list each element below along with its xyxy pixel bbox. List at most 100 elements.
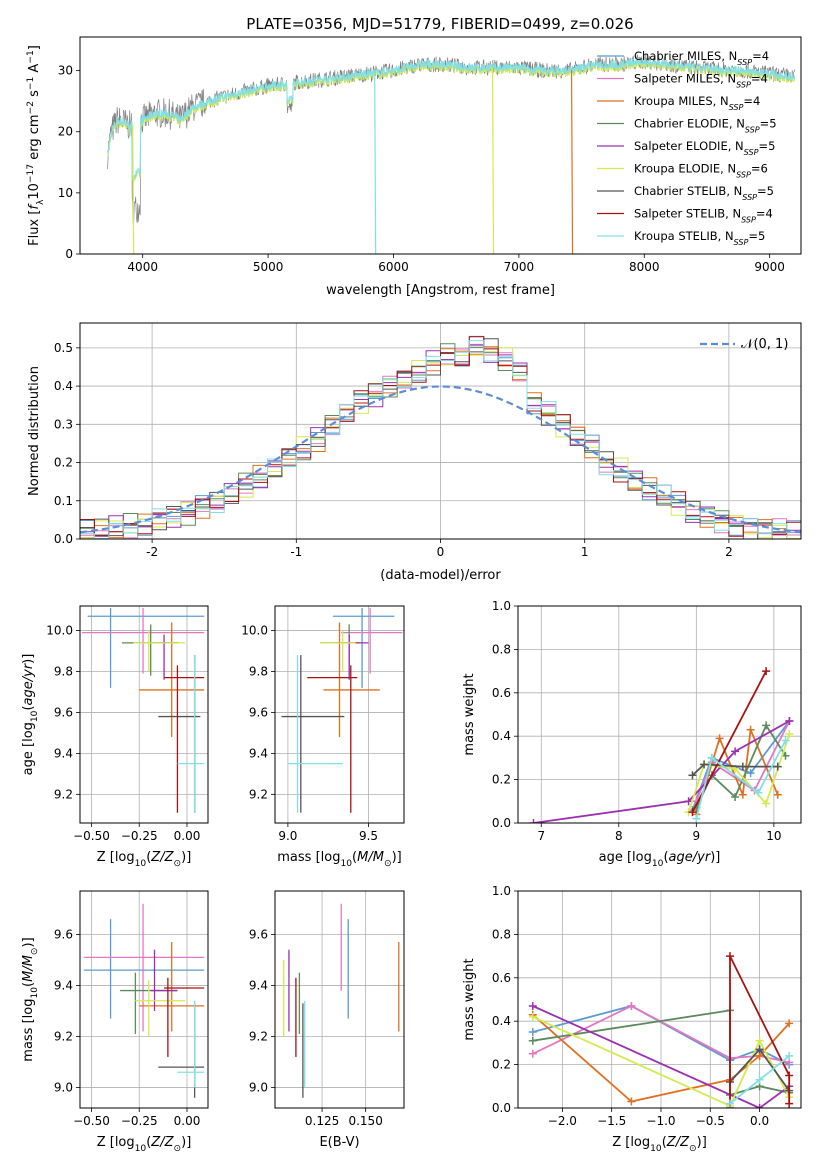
label-part: ⊙: [174, 1144, 182, 1154]
label-part: Salpeter STELIB,: [634, 207, 732, 221]
x-axis-label: mass [log10(M/M⊙)]: [277, 850, 401, 869]
weight-point-marker: [746, 725, 755, 734]
label-part: SSP: [737, 58, 752, 67]
label-part: =5: [757, 184, 774, 198]
y-tick-label: 0.8: [492, 642, 511, 656]
y-tick-label: 0.2: [54, 456, 73, 470]
label-part: Z [log: [612, 1135, 650, 1150]
label-part: Salpeter MILES,: [634, 72, 727, 86]
y-tick-label: 10.0: [241, 624, 268, 638]
weight-point-marker: [785, 1019, 794, 1028]
plot-area: [518, 606, 801, 823]
weight-point-marker: [529, 819, 538, 823]
axes-frame: [79, 890, 209, 1109]
label-part: age [log: [599, 850, 652, 865]
weight-point-marker: [528, 1002, 537, 1011]
label-part: 10: [340, 859, 352, 869]
weight-point-marker: [755, 1104, 764, 1108]
label-part: SSP: [729, 103, 744, 112]
label-part: ⊙: [689, 1144, 697, 1154]
weight-point-marker: [707, 753, 716, 762]
weight-point-marker: [627, 1002, 636, 1011]
label-part: N: [720, 94, 729, 108]
x-tick-label: 5000: [253, 260, 284, 274]
weight-point-marker: [773, 790, 782, 799]
label-part: )]: [697, 1135, 707, 1150]
weight-point-marker: [762, 799, 771, 808]
x-tick-label: 0.00: [174, 829, 201, 843]
weight-point-marker: [781, 736, 790, 745]
label-part: Chabrier ELODIE,: [634, 117, 736, 131]
label-part: =6: [751, 162, 768, 176]
legend-label: Kroupa STELIB, NSSP=5: [634, 229, 765, 247]
y-tick-label: 9.4: [54, 746, 73, 760]
y-tick-label: 10.0: [46, 624, 73, 638]
label-part: ⊙: [174, 859, 182, 869]
y-tick-label: 0.8: [492, 927, 511, 941]
y-tick-label: 9.2: [54, 1030, 73, 1044]
label-part: Kroupa MILES,: [634, 94, 720, 108]
weight-point-marker: [762, 721, 771, 730]
label-part: s: [27, 90, 42, 101]
y-axis-label: mass weight: [462, 958, 477, 1040]
label-part: SSP: [742, 193, 757, 202]
weight-point-marker: [785, 1071, 794, 1080]
x-tick-label: 8: [615, 829, 623, 843]
x-tick-label: 7: [537, 829, 545, 843]
x-axis-label: age [log10(age/yr)]: [599, 850, 721, 869]
weight-point-marker: [785, 1051, 794, 1060]
x-tick-label: 9.0: [278, 829, 297, 843]
weight-point-marker: [785, 1099, 794, 1108]
weight-point-marker: [773, 762, 782, 771]
label-part: (: [663, 850, 668, 865]
label-part: SSP: [736, 170, 751, 179]
label-part: mass [log: [277, 850, 340, 865]
label-part: ]: [27, 45, 42, 50]
label-part: Z/Z: [150, 1135, 174, 1150]
weight-point-marker: [731, 747, 740, 756]
x-tick-label: −0.25: [121, 829, 158, 843]
y-tick-label: 0: [65, 247, 73, 261]
label-part: N: [727, 162, 736, 176]
x-tick-label: −1.5: [597, 1114, 626, 1128]
label-part: SSP: [744, 148, 759, 157]
y-tick-label: 10: [58, 186, 73, 200]
label-part: 10: [135, 1144, 147, 1154]
label-part: =4: [756, 207, 773, 221]
label-part: erg cm: [27, 114, 42, 163]
weight-point-marker: [731, 792, 740, 801]
legend-label: Chabrier ELODIE, NSSP=5: [634, 117, 777, 135]
label-part: Chabrier STELIB,: [634, 184, 734, 198]
weight-point-marker: [738, 790, 747, 799]
weight-point-marker: [692, 814, 701, 823]
y-tick-label: 0.2: [492, 1058, 511, 1072]
label-part: −1: [26, 77, 36, 90]
y-tick-label: 0.4: [492, 1014, 511, 1028]
weight-point-marker: [755, 1036, 764, 1045]
y-tick-label: 9.2: [54, 787, 73, 801]
weight-series-line: [729, 955, 791, 1108]
x-tick-label: 9: [693, 829, 701, 843]
label-part: ⊙: [30, 947, 40, 955]
y-tick-label: 0.6: [492, 971, 511, 985]
weight-point-marker: [715, 734, 724, 743]
axes-frame: [79, 605, 209, 824]
label-part: Chabrier MILES,: [634, 49, 729, 63]
y-axis-label: age [log10(age/yr)]: [21, 654, 40, 776]
label-part: N: [725, 229, 734, 243]
label-part: 10: [650, 1144, 662, 1154]
x-tick-label: 8000: [629, 260, 660, 274]
y-tick-label: 9.8: [54, 665, 73, 679]
weight-point-marker: [754, 788, 763, 797]
y-tick-label: 0.5: [54, 341, 73, 355]
label-part: SSP: [734, 238, 749, 247]
x-axis-label: Z [log10(Z/Z⊙)]: [612, 1135, 707, 1154]
x-tick-label: −2.0: [548, 1114, 577, 1128]
x-tick-label: 2: [725, 545, 733, 559]
label-part: N: [729, 49, 738, 63]
label-part: (: [146, 1135, 151, 1150]
weight-point-marker: [688, 771, 697, 780]
weight-point-marker: [528, 1012, 537, 1021]
x-tick-label: 0.150: [348, 1114, 382, 1128]
